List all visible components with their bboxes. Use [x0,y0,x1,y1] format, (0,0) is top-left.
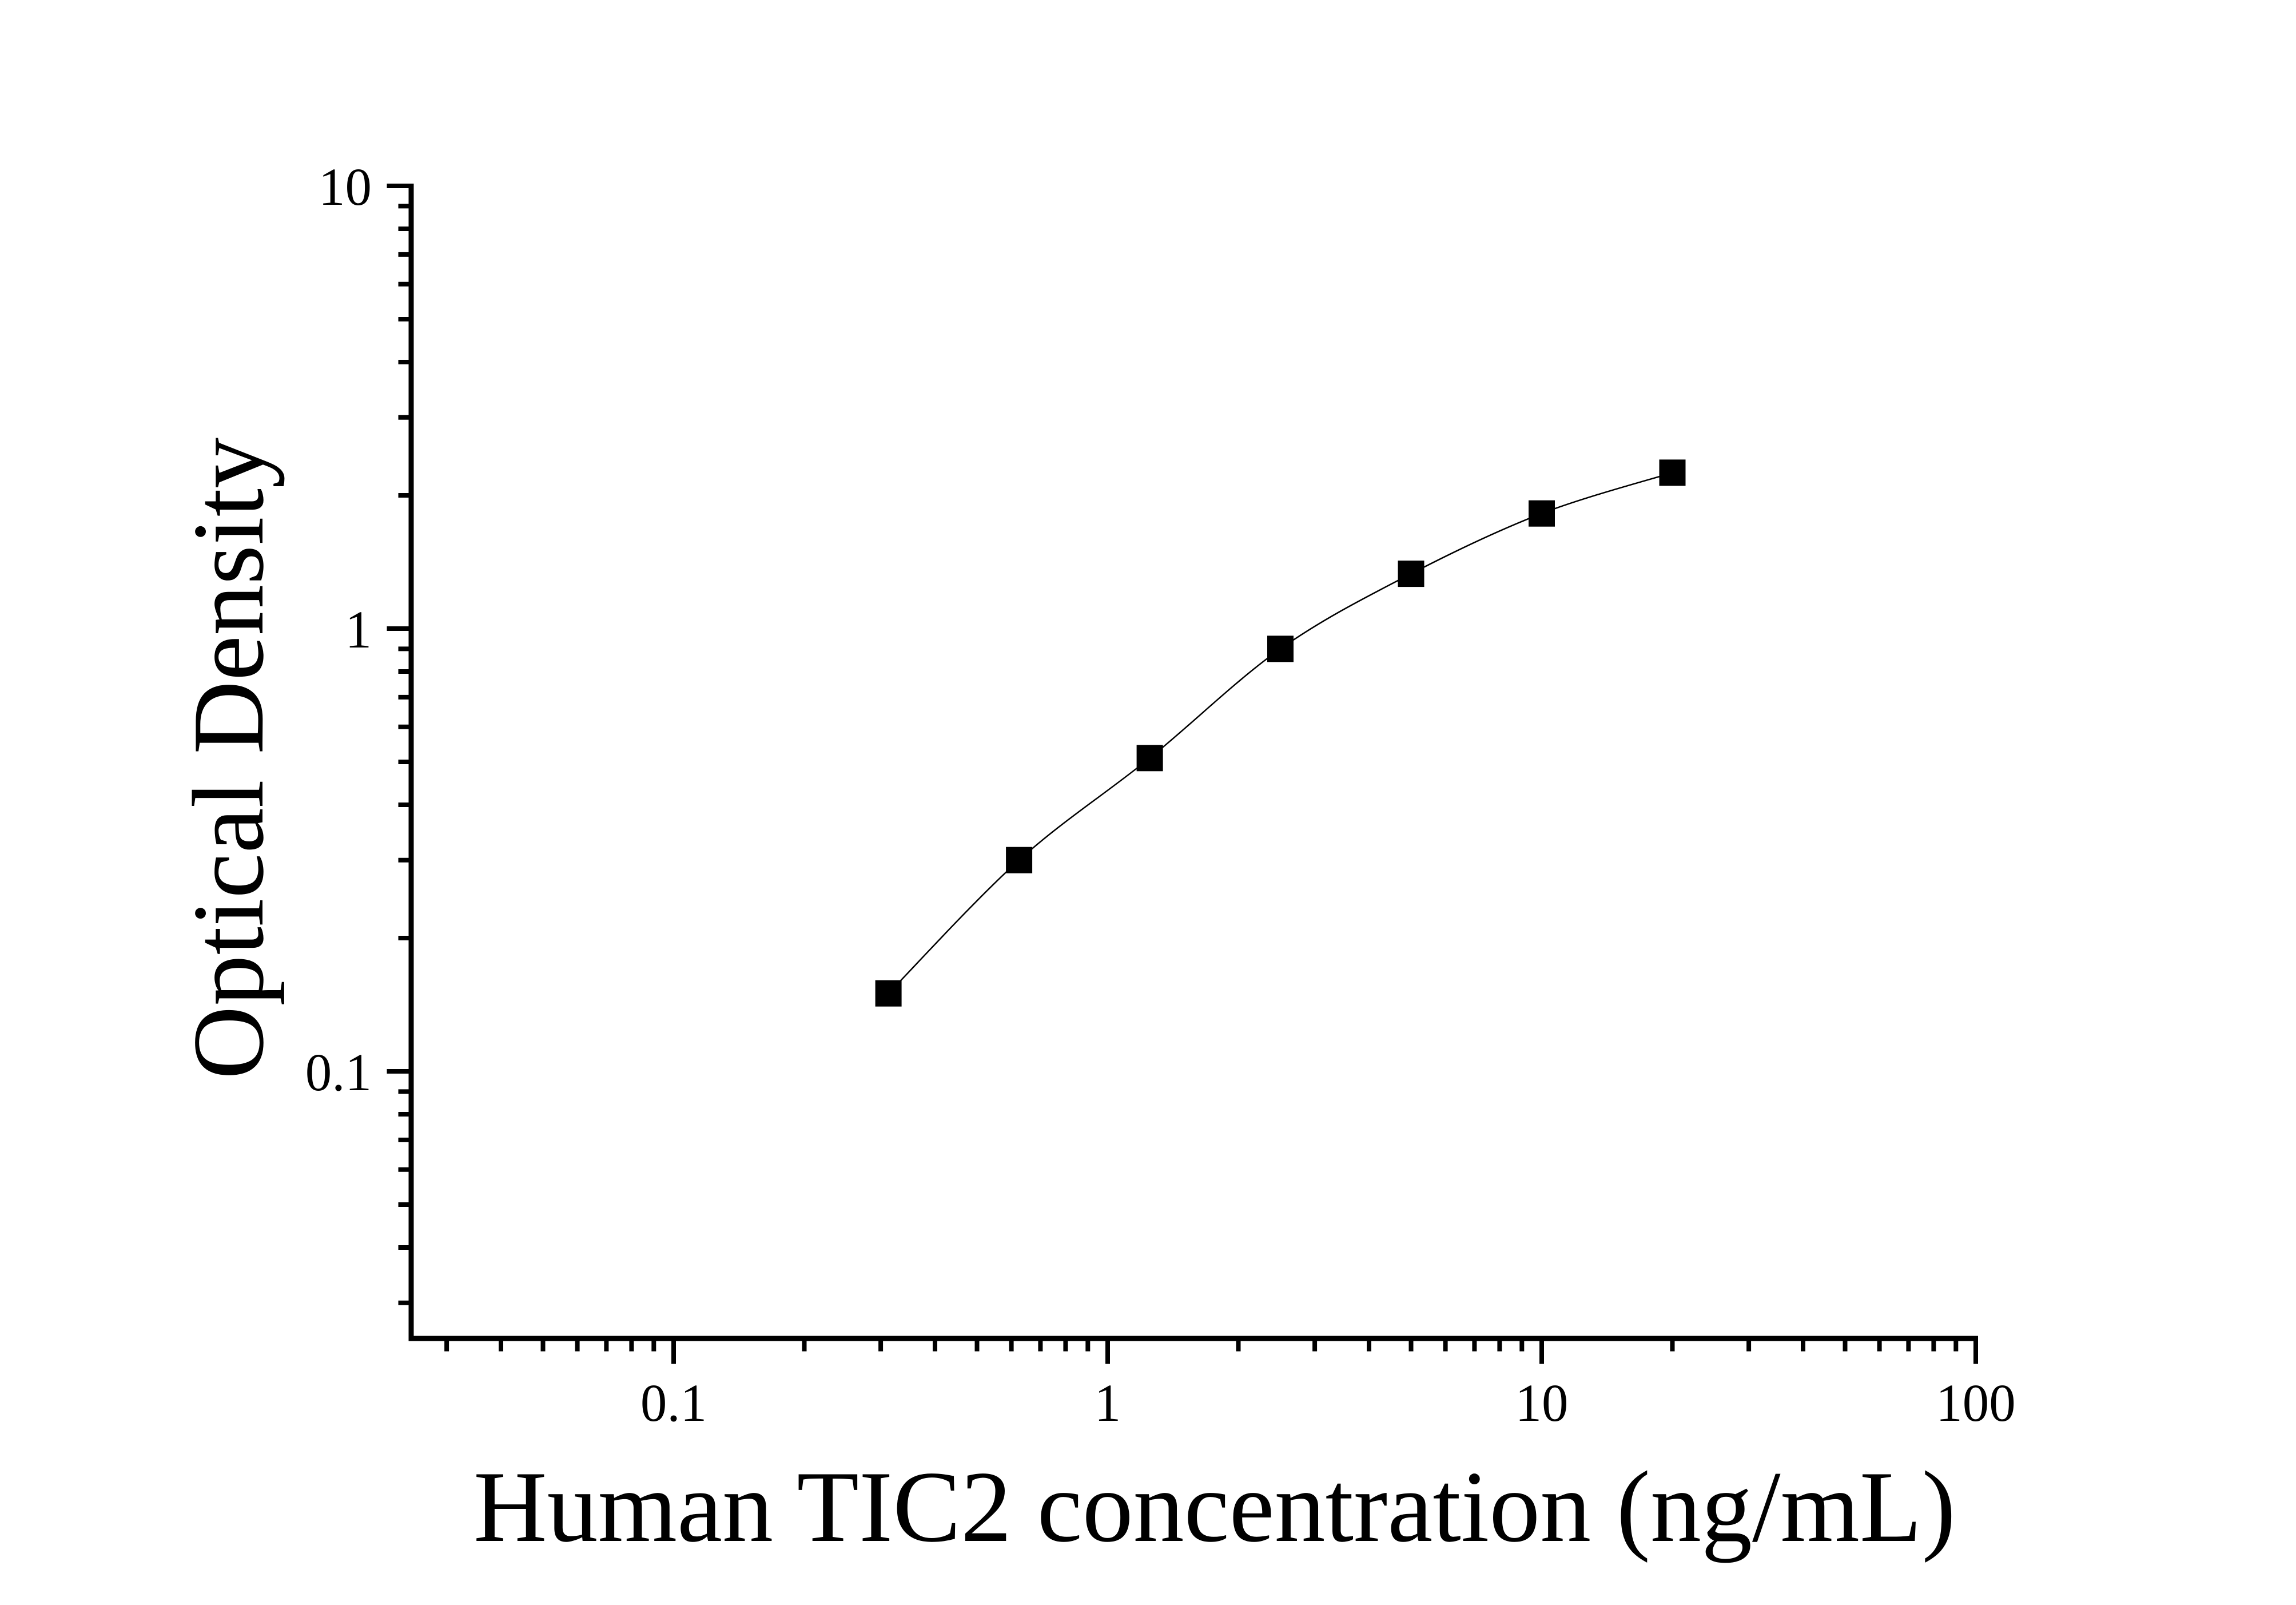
svg-text:100: 100 [1936,1374,2016,1433]
svg-text:Optical Density: Optical Density [172,438,285,1079]
svg-text:1: 1 [345,601,372,660]
svg-text:Human TIC2 concentration (ng/m: Human TIC2 concentration (ng/mL) [473,1450,1956,1563]
svg-text:10: 10 [319,158,372,217]
svg-text:0.1: 0.1 [305,1043,372,1102]
svg-text:0.1: 0.1 [640,1374,707,1433]
svg-text:1: 1 [1095,1374,1121,1433]
svg-text:10: 10 [1515,1374,1569,1433]
